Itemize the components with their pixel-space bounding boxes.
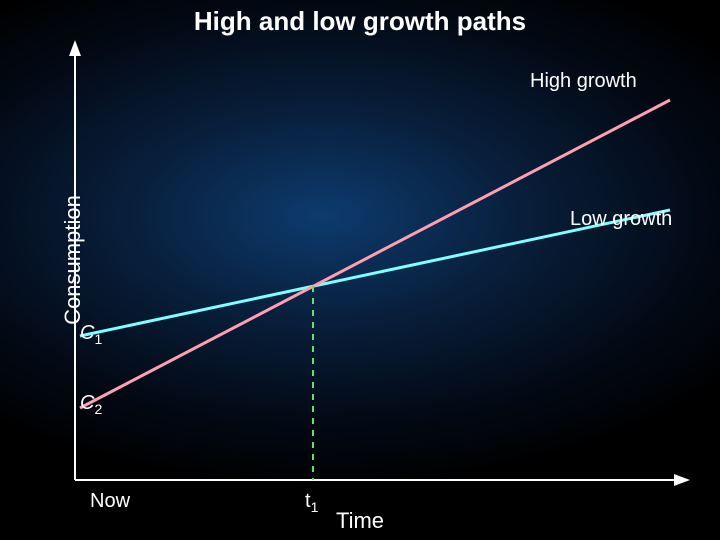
y-axis-arrow [69, 40, 81, 56]
x-axis-arrow [674, 474, 690, 486]
c2-label: C2 [80, 392, 102, 417]
c1-sub: 1 [94, 331, 102, 347]
high-growth-line [80, 100, 670, 408]
c2-prefix: C [80, 392, 94, 414]
t1-sub: 1 [311, 499, 319, 515]
now-label: Now [90, 490, 130, 513]
low-growth-label: Low growth [570, 208, 672, 231]
high-growth-label: High growth [530, 70, 637, 93]
axes [69, 40, 690, 486]
slide: High and low growth paths Consumption Ti… [0, 0, 720, 540]
c1-label: C1 [80, 322, 102, 347]
t1-label: t1 [305, 490, 318, 515]
c1-prefix: C [80, 322, 94, 344]
c2-sub: 2 [94, 401, 102, 417]
